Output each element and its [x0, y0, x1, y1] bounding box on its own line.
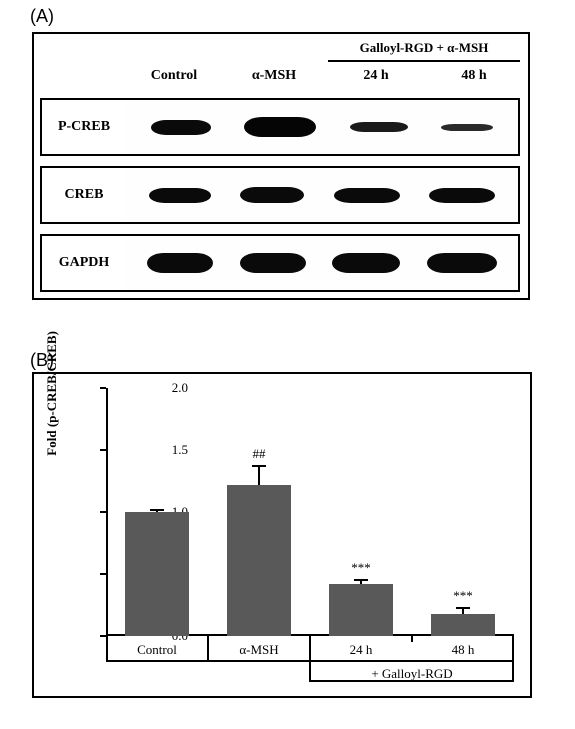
xlabel-24h: 24 h [350, 642, 373, 658]
bar-amsh [227, 485, 291, 636]
band [332, 253, 400, 273]
sig-24h: *** [351, 560, 371, 576]
col-control: Control [134, 68, 214, 84]
chart-frame: Fold (p-CREB/CREB) 0.0 0.5 1.0 1.5 2.0 [32, 372, 532, 698]
band [350, 122, 408, 132]
band [429, 188, 495, 203]
col-48h: 48 h [434, 68, 514, 84]
x-cat-line [309, 680, 514, 682]
treatment-line [328, 60, 520, 62]
lanes-gapdh [126, 236, 518, 290]
errorcap [456, 607, 470, 609]
errorcap [150, 509, 164, 511]
xlabel-control: Control [137, 642, 177, 658]
xlabel-amsh: α-MSH [239, 642, 278, 658]
x-divider [309, 636, 311, 680]
sig-amsh: ## [253, 446, 266, 462]
errorcap [252, 465, 266, 467]
lanes-pcreb [126, 100, 518, 154]
band [334, 188, 400, 203]
x-divider [207, 636, 209, 660]
blot-row-creb: CREB [40, 166, 520, 224]
sig-48h: *** [453, 588, 473, 604]
panel-a: Galloyl-RGD + α-MSH Control α-MSH 24 h 4… [32, 32, 542, 312]
blot-header: Galloyl-RGD + α-MSH Control α-MSH 24 h 4… [130, 38, 518, 96]
x-cat-line [106, 660, 514, 662]
x-divider [512, 636, 514, 680]
row-label-pcreb: P-CREB [42, 119, 126, 135]
bar-24h [329, 584, 393, 636]
ytick [100, 511, 106, 513]
band [441, 124, 493, 131]
band [151, 120, 211, 135]
band [240, 253, 306, 273]
band [244, 117, 316, 137]
band [147, 253, 213, 273]
ytick [100, 387, 106, 389]
bar-48h [431, 614, 495, 636]
y-axis [106, 388, 108, 636]
col-amsh: α-MSH [234, 68, 314, 84]
panel-b: Fold (p-CREB/CREB) 0.0 0.5 1.0 1.5 2.0 [32, 372, 542, 710]
plot-area: ## *** *** [106, 388, 514, 636]
band [149, 188, 211, 203]
xtick [411, 636, 413, 642]
errorcap [354, 579, 368, 581]
y-axis-title: Fold (p-CREB/CREB) [44, 331, 60, 456]
blot-panel: Galloyl-RGD + α-MSH Control α-MSH 24 h 4… [32, 32, 530, 300]
panel-a-label: (A) [30, 6, 54, 27]
x-divider [106, 636, 108, 660]
row-label-creb: CREB [42, 187, 126, 203]
xlabel-48h: 48 h [452, 642, 475, 658]
band [427, 253, 497, 273]
bar-control [125, 512, 189, 636]
lanes-creb [126, 168, 518, 222]
row-label-gapdh: GAPDH [42, 255, 126, 271]
errorbar [258, 466, 260, 485]
ytick [100, 449, 106, 451]
treatment-header: Galloyl-RGD + α-MSH [328, 40, 520, 56]
col-24h: 24 h [336, 68, 416, 84]
ytick [100, 573, 106, 575]
band [240, 187, 304, 203]
blot-row-gapdh: GAPDH [40, 234, 520, 292]
blot-row-pcreb: P-CREB [40, 98, 520, 156]
